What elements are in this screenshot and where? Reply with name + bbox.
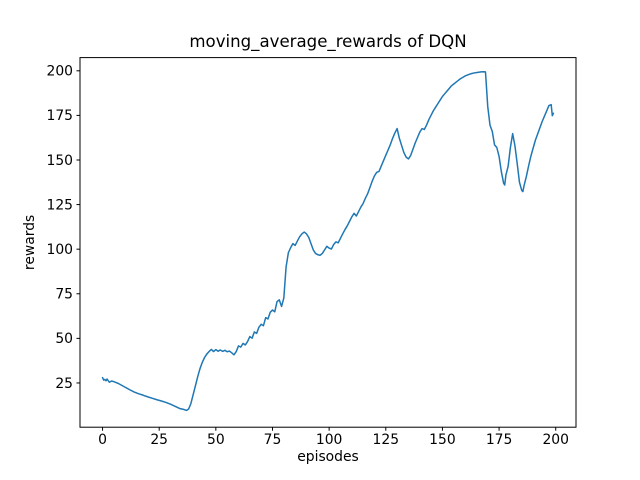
reward-series-line <box>101 70 555 412</box>
y-axis-ticks: 25 50 75 100 125 150 175 200 <box>46 64 80 392</box>
x-tick-label: 100 <box>316 432 343 448</box>
x-tick-label: 175 <box>486 432 513 448</box>
x-tick-label: 200 <box>542 432 569 448</box>
x-axis-ticks: 0 25 50 75 100 125 150 175 200 <box>98 427 569 448</box>
y-tick-label: 125 <box>46 197 73 213</box>
y-tick-label: 50 <box>55 331 73 347</box>
y-tick-label: 175 <box>46 108 73 124</box>
x-tick-label: 125 <box>373 432 400 448</box>
chart-title: moving_average_rewards of DQN <box>189 32 466 52</box>
y-tick-label: 200 <box>46 64 73 80</box>
y-tick-label: 100 <box>46 242 73 258</box>
x-tick-label: 25 <box>150 432 168 448</box>
plot-area <box>79 57 577 428</box>
x-tick-label: 0 <box>98 432 107 448</box>
x-axis-label: episodes <box>297 449 359 465</box>
y-tick-label: 75 <box>55 287 73 303</box>
x-tick-label: 150 <box>429 432 456 448</box>
y-tick-label: 150 <box>46 153 73 169</box>
x-tick-label: 50 <box>207 432 225 448</box>
y-tick-label: 25 <box>55 376 73 392</box>
x-tick-label: 75 <box>264 432 282 448</box>
y-axis-label: rewards <box>22 215 38 270</box>
